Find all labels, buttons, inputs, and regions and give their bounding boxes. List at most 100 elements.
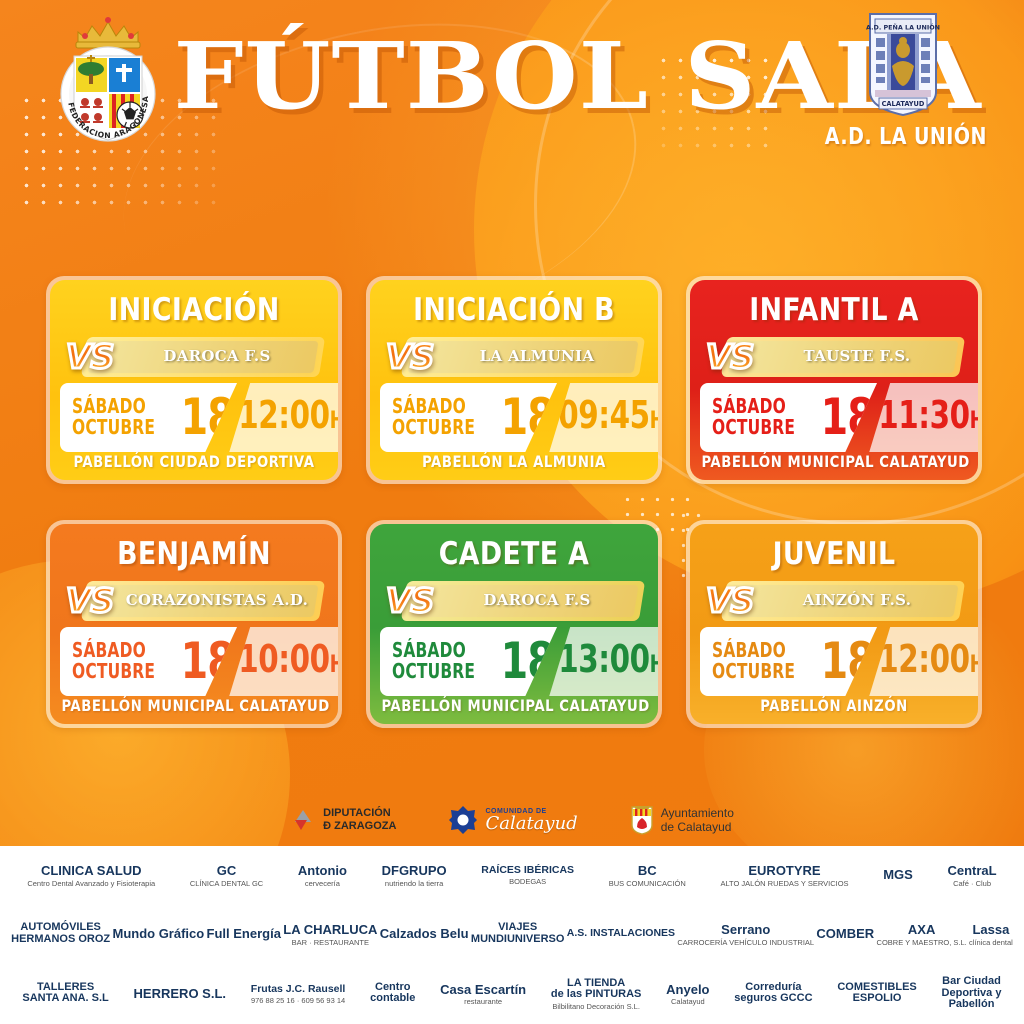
sponsor-name: Lassa [972,922,1010,938]
match-venue: PABELLÓN MUNICIPAL CALATAYUD [701,452,970,471]
match-weekday-month: SÁBADO OCTUBRE [392,640,489,682]
institution-line1: COMUNIDAD DE [485,807,547,815]
vs-badge-icon: VS [384,578,435,624]
match-day-number: 18 [180,632,234,691]
svg-text:CALATAYUD: CALATAYUD [882,100,925,108]
sponsor-name: RAÍCES IBÉRICAS [481,864,575,877]
sponsor-logo: Centro contable [370,981,415,1007]
match-card-inner: INFANTIL A TAUSTE F.S. VS SÁBADO OCTUBRE 18 11… [690,280,978,480]
match-weekday: SÁBADO [712,394,786,419]
match-time-block: 09:45H. [549,382,658,452]
match-date-block: SÁBADO OCTUBRE 18 [380,382,558,452]
vs-badge-icon: VS [704,334,755,380]
sponsor-logo: AUTOMÓVILES HERMANOS OROZ [11,922,110,947]
sponsor-name: VIAJES MUNDIUNIVERSO [470,921,565,945]
opponent-name: DAROCA F.S [163,347,271,366]
match-time: 12:00H. [878,639,978,684]
match-card[interactable]: INICIACIÓN DAROCA F.S VS SÁBADO OCTUBRE 18 12:… [46,276,342,484]
institution-logos: DIPUTACIÓN Ð ZARAGOZA COMUNIDAD DE Calat… [0,796,1024,844]
sponsor-name: LA TIENDA de las PINTURAS [550,976,642,1001]
vs-badge-icon: VS [64,334,115,380]
match-card[interactable]: INFANTIL A TAUSTE F.S. VS SÁBADO OCTUBRE 18 11… [686,276,982,484]
sponsor-logo: MGS [883,868,913,884]
match-card[interactable]: JUVENIL AINZÓN F.S. VS SÁBADO OCTUBRE 18 12:00… [686,520,982,728]
sponsor-name: DFGRUPO [381,862,447,878]
sponsor-name: AUTOMÓVILES HERMANOS OROZ [11,921,111,945]
match-card-inner: INICIACIÓN B LA ALMUNIA VS SÁBADO OCTUBRE 18 0… [370,280,658,480]
match-category: INFANTIL A [749,292,919,328]
sponsor-tagline: Centro Dental Avanzado y Fisioterapia [27,878,156,888]
sponsor-name: Correduría seguros GCCC [734,980,813,1005]
match-time-value: 09:45 [558,392,650,437]
match-venue: PABELLÓN MUNICIPAL CALATAYUD [381,696,650,715]
match-time: 13:00H. [558,639,658,684]
match-card[interactable]: CADETE A DAROCA F.S VS SÁBADO OCTUBRE 18 13:00… [366,520,662,728]
match-venue: PABELLÓN MUNICIPAL CALATAYUD [61,696,330,715]
match-day-number: 18 [820,632,874,691]
match-weekday-month: SÁBADO OCTUBRE [392,396,489,438]
match-weekday: SÁBADO [72,638,146,663]
match-versus-row: TAUSTE F.S. VS [690,334,978,380]
sponsor-name: Frutas J.C. Rausell [250,982,346,995]
match-card-inner: INICIACIÓN DAROCA F.S VS SÁBADO OCTUBRE 18 12:… [50,280,338,480]
match-weekday-month: SÁBADO OCTUBRE [72,396,169,438]
match-versus-row: AINZÓN F.S. VS [690,580,978,622]
sponsor-tagline: clínica dental [969,937,1013,947]
match-time-value: 13:00 [558,636,650,681]
match-month: OCTUBRE [72,659,156,684]
sponsor-name: HERRERO S.L. [133,985,227,1001]
match-time-value: 10:00 [238,636,330,681]
institution-line2: Ð ZARAGOZA [323,820,397,832]
match-versus-row: CORAZONISTAS A.D. VS [50,580,338,622]
match-time-suffix: H. [650,406,658,434]
match-time-value: 12:00 [238,392,330,437]
match-category: CADETE A [438,536,590,572]
institution-ayuntamiento-calatayud: Ayuntamiento de Calatayud [630,805,734,835]
sponsor-tagline: cervecería [304,878,340,888]
match-card[interactable]: INICIACIÓN B LA ALMUNIA VS SÁBADO OCTUBRE 18 0… [366,276,662,484]
match-date-block: SÁBADO OCTUBRE 18 [60,382,238,452]
sponsor-name: CentraL [947,862,997,878]
match-weekday: SÁBADO [392,638,466,663]
sponsor-row: AUTOMÓVILES HERMANOS OROZ Mundo Gráfico Fu… [0,905,1024,964]
match-day-number: 18 [500,388,554,447]
match-time: 12:00H. [238,395,338,440]
match-time: 11:30H. [878,395,978,440]
match-venue: PABELLÓN AINZÓN [760,696,908,715]
match-month: OCTUBRE [392,659,476,684]
sponsor-logo: TALLERES SANTA ANA. S.L [22,981,108,1007]
institution-line1: Ayuntamiento [660,806,734,820]
match-weekday-month: SÁBADO OCTUBRE [72,640,169,682]
vs-badge-icon: VS [384,334,435,380]
sponsor-tagline: CLÍNICA DENTAL GC [189,878,264,888]
sponsor-tagline: nutriendo la tierra [384,878,444,888]
match-weekday: SÁBADO [72,394,146,419]
match-time-block: 10:00H. [229,626,338,696]
match-versus-row: LA ALMUNIA VS [370,334,658,380]
sponsor-name: A.S. INSTALACIONES [566,927,676,940]
diputacion-triangles-icon [295,810,312,830]
match-date-block: SÁBADO OCTUBRE 18 [700,382,878,452]
sponsor-name: Full Energía [206,926,281,942]
sponsor-logo: DFGRUPO nutriendo la tierra [382,864,447,888]
sponsor-logo: AXA COBRE Y MAESTRO, S.L. [877,923,967,947]
sponsor-logo: Antonio cervecería [298,864,347,888]
sponsor-tagline: 976 88 25 16 · 609 56 93 14 [250,995,346,1005]
sponsor-logo: COMESTIBLES ESPOLIO [837,981,916,1007]
sponsor-tagline: BAR · RESTAURANTE [291,937,370,947]
club-name-label: A.D. LA UNIÓN [824,124,987,150]
match-time-value: 11:30 [878,392,970,437]
match-time-suffix: H. [970,406,978,434]
match-date-block: SÁBADO OCTUBRE 18 [60,626,238,696]
match-month: OCTUBRE [72,415,156,440]
sponsor-logo: GC CLÍNICA DENTAL GC [190,864,263,888]
club-crest-icon: A.D. PEÑA LA UNIÓN CALA [866,13,940,117]
sponsor-tagline: ALTO JALÓN RUEDAS Y SERVICIOS [720,878,849,888]
sponsor-logo: Casa Escartín restaurante [440,982,526,1007]
match-card[interactable]: BENJAMÍN CORAZONISTAS A.D. VS SÁBADO OCTUBRE… [46,520,342,728]
match-weekday: SÁBADO [712,638,786,663]
sponsor-name: LA CHARLUCA [283,922,378,938]
